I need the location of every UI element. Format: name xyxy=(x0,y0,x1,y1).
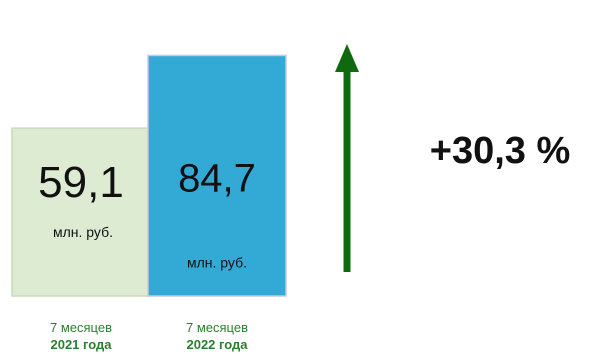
trend-arrow-shaft xyxy=(343,68,351,272)
labels-layer: 59,1 млн. руб. 7 месяцев 2021 года 84,7 млн. … xyxy=(38,156,256,352)
change-percent-label: +30,3 % xyxy=(430,130,571,172)
bar-value-label: 59,1 xyxy=(38,158,124,207)
bar-unit-label: млн. руб. xyxy=(53,224,113,240)
trend-arrow-group xyxy=(335,44,359,272)
category-label-period: 7 месяцев xyxy=(186,320,248,335)
bar-2021 xyxy=(11,127,151,297)
up-arrow-icon xyxy=(335,44,359,72)
category-label-period: 7 месяцев xyxy=(50,320,112,335)
category-label-year: 2021 года xyxy=(50,337,112,352)
bar-unit-label: млн. руб. xyxy=(187,254,247,270)
bars-layer xyxy=(11,54,287,297)
category-label-year: 2022 года xyxy=(186,337,248,352)
bar-value-label: 84,7 xyxy=(178,156,256,200)
bar-2022 xyxy=(147,54,287,297)
